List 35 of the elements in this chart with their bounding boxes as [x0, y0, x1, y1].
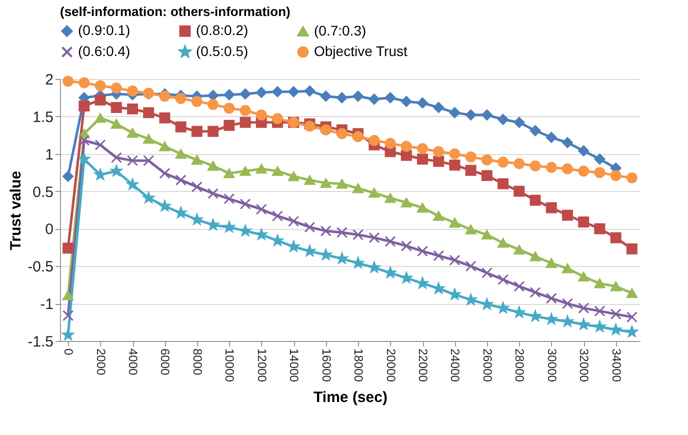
x-tick-label: 10000 — [222, 348, 237, 382]
y-tick-label: 1.5 — [32, 108, 54, 126]
x-tick-label: 2000 — [94, 348, 108, 376]
legend-label: Objective Trust — [314, 43, 408, 59]
y-tick-label: 2 — [45, 72, 54, 88]
x-tick-label: 8000 — [190, 348, 204, 376]
legend-title: (self-information: others-information) — [60, 4, 290, 19]
y-tick-label: -0.5 — [28, 258, 54, 276]
x-tick-label: 24000 — [448, 348, 462, 382]
y-tick-label: -1.5 — [28, 334, 54, 350]
x-tick-label: 6000 — [158, 348, 172, 376]
legend-label: (0.9:0.1) — [78, 22, 130, 38]
x-tick-label: 12000 — [254, 348, 269, 382]
x-tick-label: 16000 — [319, 348, 334, 382]
x-tick-label: 32000 — [577, 348, 592, 382]
y-tick-label: -1 — [40, 296, 54, 314]
x-tick-label: 28000 — [512, 348, 527, 382]
x-tick-label: 0 — [62, 348, 76, 356]
y-tick-label: 0.5 — [32, 184, 54, 201]
legend-label: (0.5:0.5) — [196, 43, 248, 59]
x-tick-label: 20000 — [384, 348, 398, 382]
y-axis-title: Trust value — [8, 170, 25, 250]
legend-label: (0.8:0.2) — [196, 22, 248, 38]
x-tick-label: 14000 — [287, 348, 302, 382]
x-tick-label: 30000 — [544, 348, 559, 382]
y-tick-label: 0 — [45, 221, 54, 238]
x-tick-label: 22000 — [416, 348, 430, 382]
x-tick-label: 34000 — [609, 348, 624, 382]
y-tick-label: 1 — [45, 146, 54, 164]
x-tick-label: 4000 — [126, 348, 140, 376]
x-axis-title: Time (sec) — [314, 388, 388, 406]
legend-label: (0.7:0.3) — [314, 22, 366, 38]
x-tick-label: 18000 — [352, 348, 366, 382]
x-tick-label: 26000 — [480, 348, 494, 382]
legend-label: (0.6:0.4) — [78, 43, 130, 59]
